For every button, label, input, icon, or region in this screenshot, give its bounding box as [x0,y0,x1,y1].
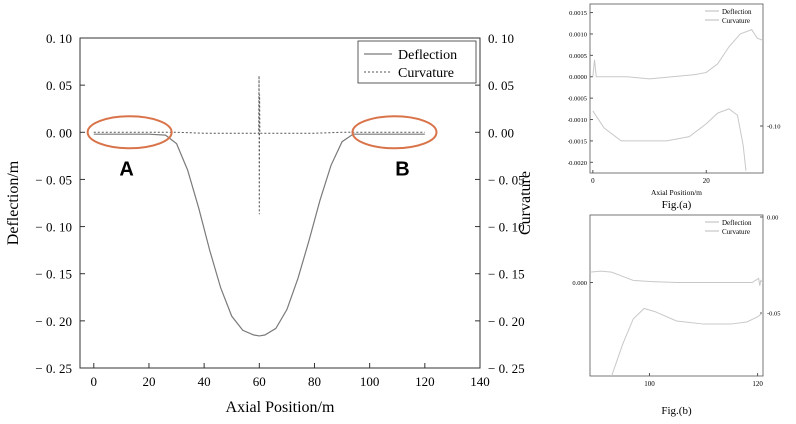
inset-y-tick-label: -0.0010 [568,117,587,124]
y-right-tick-label: − 0. 10 [488,220,525,235]
inset-legend-deflection-label: Deflection [722,219,752,227]
annotation-ellipse [351,115,438,150]
fig-b-chart: 1001200.0000.00-0.05Deflection/mCurvatur… [572,214,788,418]
inset-x-tick-label: 120 [752,380,763,388]
inset-legend-curvature-label: Curvature [722,228,750,236]
inset-frame [589,214,764,377]
inset-y-tick-label: -0.0005 [568,96,587,103]
x-tick-label: 120 [415,374,435,389]
x-axis-label: Axial Position/m [226,399,335,416]
series-curvature-line [93,75,425,215]
inset-y-tick-label: 0.0005 [569,53,587,60]
inset-legend-curvature-label: Curvature [722,17,750,25]
y-right-axis-label: Curvature [517,171,534,235]
legend-box [357,40,477,84]
y-tick-label: 0. 05 [46,78,72,93]
series-deflection-line [93,133,425,337]
y-tick-label: − 0. 20 [35,314,72,329]
y-tick-label: 0. 10 [46,31,72,46]
plot-frame [79,37,481,369]
fig-a-chart: 0 20 0.0015 0.0010 0.0005 0.0000 -0.0005 -0.001… [568,3,788,211]
y-tick-label: − 0. 15 [35,267,72,282]
inset-y-tick-label: 0.0000 [569,74,587,81]
y-right-tick-label: − 0. 15 [488,267,525,282]
y-tick-label: − 0. 05 [35,172,72,187]
y-right-tick-label: − 0. 25 [488,361,525,376]
y-right-tick-label: − 0. 20 [488,314,525,329]
inset-x-tick-label: 100 [644,380,655,388]
y-tick-label: − 0. 25 [35,361,72,376]
inset-y-right-tick-label: -0.10 [767,124,781,131]
inset-y-tick-label: -0.0015 [568,138,587,145]
x-tick-label: 40 [198,374,211,389]
x-tick-label: 60 [253,374,266,389]
inset-frame [589,3,764,174]
annotation-ellipse [86,115,173,150]
inset-x-axis-label: Axial Position/m [651,188,702,197]
y-right-tick-label: 0. 00 [488,125,514,140]
inset-series-deflection-line [592,108,747,171]
inset-caption: Fig.(b) [661,405,692,417]
inset-y-right-tick-label: 0.00 [767,215,778,222]
inset-x-tick-label: 0 [591,177,595,185]
y-axis-label: Deflection/m [5,160,22,245]
inset-series-curvature-line [590,270,763,286]
inset-x-tick-label: 20 [703,177,711,185]
inset-legend-deflection-label: Deflection [722,8,752,16]
annotation-label: A [119,158,133,180]
inset-y-tick-label: 0.000 [572,280,587,287]
x-tick-label: 100 [360,374,380,389]
x-tick-label: 0 [91,374,98,389]
legend-curvature-label: Curvature [398,66,454,81]
x-tick-label: 20 [142,374,155,389]
inset-y-tick-label: 0.0010 [569,31,587,38]
inset-series-deflection-line [611,307,763,376]
inset-y-tick-label: -0.0020 [568,160,587,167]
y-right-tick-label: − 0. 05 [488,172,525,187]
y-right-tick-label: 0. 10 [488,31,514,46]
inset-series-curvature-line [592,29,763,80]
inset-y-right-axis-label: Curvature [787,75,788,103]
x-tick-label: 80 [308,374,321,389]
y-tick-label: − 0. 10 [35,220,72,235]
inset-y-tick-label: 0.0015 [569,10,587,17]
y-tick-label: 0. 00 [46,125,72,140]
x-tick-label: 140 [470,374,490,389]
inset-y-right-tick-label: -0.05 [767,311,781,318]
legend-deflection-label: Deflection [398,48,457,63]
inset-y-right-axis-label: Curvature [787,282,788,310]
annotation-label: B [395,158,409,180]
y-right-tick-label: 0. 05 [488,78,514,93]
main-chart: 0 20 40 60 80 100 120 140 0. 10 0. 05 0. 00 − 0. 05… [5,31,534,416]
inset-caption: Fig.(a) [662,199,692,211]
